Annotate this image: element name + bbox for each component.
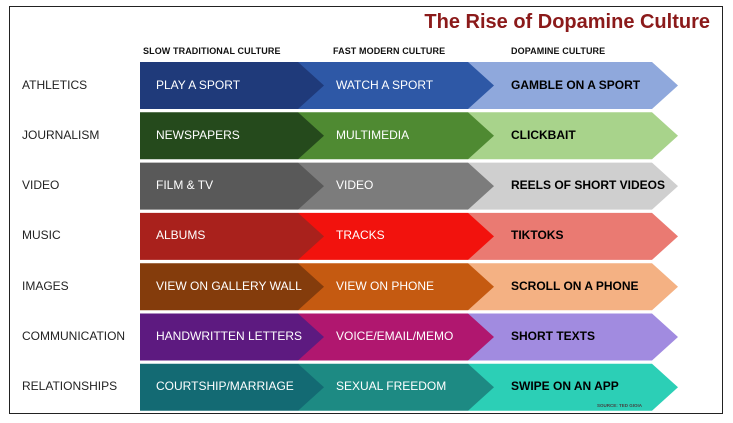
chevron-relationships-dopamine bbox=[468, 363, 678, 411]
cell-video-fast: VIDEO bbox=[336, 178, 374, 193]
chevron-journalism-slow bbox=[140, 112, 324, 160]
chevron-images-dopamine bbox=[468, 263, 678, 311]
chevron-journalism-fast bbox=[298, 112, 494, 160]
cell-communication-fast: VOICE/EMAIL/MEMO bbox=[336, 329, 454, 343]
row-label-music: MUSIC bbox=[22, 228, 61, 243]
row-label-relationships: RELATIONSHIPS bbox=[22, 379, 118, 394]
chevron-communication-slow bbox=[140, 313, 324, 361]
cell-communication-slow: HANDWRITTEN LETTERS bbox=[156, 329, 303, 343]
diagram-frame bbox=[9, 6, 723, 414]
column-header-slow: SLOW TRADITIONAL CULTURE bbox=[143, 46, 281, 56]
chevron-images-slow bbox=[140, 263, 324, 311]
chevron-music-fast bbox=[298, 212, 494, 260]
chevron-video-slow bbox=[140, 162, 324, 210]
chevron-relationships-fast bbox=[298, 363, 494, 411]
cell-video-dopamine: REELS OF SHORT VIDEOS bbox=[511, 178, 666, 193]
cell-relationships-slow: COURTSHIP/MARRIAGE bbox=[156, 379, 294, 394]
row-label-video: VIDEO bbox=[22, 178, 60, 193]
cell-images-slow: VIEW ON GALLERY WALL bbox=[156, 278, 302, 293]
cell-relationships-dopamine: SWIPE ON AN APP bbox=[511, 379, 619, 394]
column-header-fast: FAST MODERN CULTURE bbox=[333, 46, 446, 56]
diagram-title: The Rise of Dopamine Culture bbox=[424, 11, 710, 33]
row-label-journalism: JOURNALISM bbox=[22, 127, 100, 142]
chevron-music-slow bbox=[140, 212, 324, 260]
source-credit: SOURCE: TED GIOIA bbox=[597, 403, 643, 408]
cell-journalism-dopamine: CLICKBAIT bbox=[511, 127, 576, 142]
row-label-athletics: ATHLETICS bbox=[22, 77, 88, 92]
cell-music-fast: TRACKS bbox=[336, 228, 385, 243]
cell-athletics-fast: WATCH A SPORT bbox=[336, 77, 434, 92]
chevron-athletics-slow bbox=[140, 62, 324, 109]
cell-communication-dopamine: SHORT TEXTS bbox=[511, 329, 596, 343]
chevron-relationships-slow bbox=[140, 363, 324, 411]
chevron-athletics-fast bbox=[298, 62, 494, 109]
cell-journalism-fast: MULTIMEDIA bbox=[336, 127, 410, 142]
chevron-images-fast bbox=[298, 263, 494, 311]
cell-images-fast: VIEW ON PHONE bbox=[336, 278, 435, 293]
cell-music-slow: ALBUMS bbox=[156, 228, 206, 243]
cell-journalism-slow: NEWSPAPERS bbox=[156, 127, 240, 142]
chevron-video-fast bbox=[298, 162, 494, 210]
cell-athletics-slow: PLAY A SPORT bbox=[156, 77, 241, 92]
cell-athletics-dopamine: GAMBLE ON A SPORT bbox=[511, 77, 641, 92]
chevron-music-dopamine bbox=[468, 212, 678, 260]
cell-music-dopamine: TIKTOKS bbox=[511, 228, 564, 243]
column-header-dopamine: DOPAMINE CULTURE bbox=[511, 46, 606, 56]
chevron-athletics-dopamine bbox=[468, 62, 678, 109]
cell-images-dopamine: SCROLL ON A PHONE bbox=[511, 278, 639, 293]
chevron-journalism-dopamine bbox=[468, 112, 678, 160]
chevron-communication-dopamine bbox=[468, 313, 678, 361]
cell-video-slow: FILM & TV bbox=[156, 178, 214, 193]
cell-relationships-fast: SEXUAL FREEDOM bbox=[336, 379, 447, 394]
chevron-video-dopamine bbox=[468, 162, 678, 210]
chevron-communication-fast bbox=[298, 313, 494, 361]
row-label-images: IMAGES bbox=[22, 278, 69, 293]
row-label-communication: COMMUNICATION bbox=[22, 329, 126, 343]
